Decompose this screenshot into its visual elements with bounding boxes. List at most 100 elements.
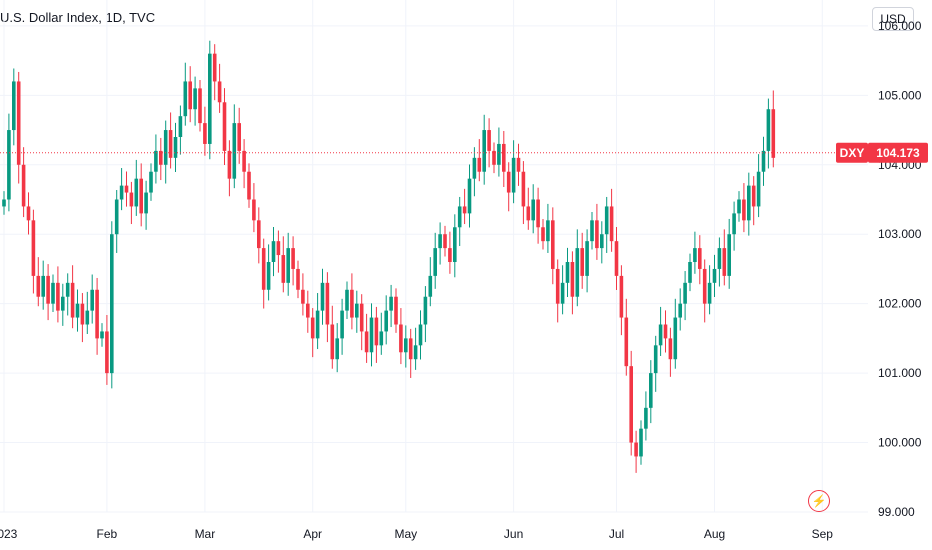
candle-body (717, 248, 722, 269)
candle-body (644, 407, 648, 429)
candle-body (546, 220, 550, 242)
candle-body (747, 185, 751, 221)
candle-body (673, 317, 678, 360)
candle-body (188, 81, 192, 110)
candle-body (124, 185, 129, 193)
candle-body (428, 275, 433, 297)
candle-body (56, 282, 60, 311)
candle-body (364, 331, 369, 353)
y-tick-label: 101.000 (878, 366, 922, 380)
x-tick-label: Mar (195, 527, 216, 541)
x-tick-label: Sep (812, 527, 834, 541)
candles (2, 40, 776, 473)
candle-body (261, 248, 266, 290)
candle-body (448, 248, 452, 262)
flash-icon[interactable]: ⚡ (808, 490, 830, 512)
candle-body (271, 241, 276, 262)
candle-body (624, 317, 629, 367)
candle-body (462, 206, 467, 214)
candle-body (119, 185, 124, 200)
candle-body (315, 310, 320, 339)
x-tick-label: 2023 (0, 527, 18, 541)
candle-body (526, 206, 531, 221)
candle-body (698, 248, 702, 269)
candle-body (658, 324, 663, 346)
candle-body (16, 81, 21, 165)
candle-body (511, 157, 516, 193)
candle-body (707, 282, 712, 304)
candle-body (369, 317, 374, 353)
candle-body (306, 303, 310, 318)
candle-body (727, 234, 731, 276)
candle-body (296, 268, 300, 290)
candle-body (668, 338, 673, 360)
y-tick-label: 100.000 (878, 436, 922, 450)
candle-body (560, 282, 565, 304)
candle-body (340, 310, 344, 339)
candle-body (291, 248, 295, 269)
candle-body (693, 248, 697, 262)
candle-body (521, 171, 526, 207)
candle-body (639, 428, 643, 457)
candle-body (457, 206, 462, 228)
candle-body (379, 331, 384, 346)
candle-body (281, 255, 286, 283)
candle-body (649, 373, 653, 408)
candle-body (2, 199, 6, 207)
currency-button[interactable]: USD (872, 7, 914, 31)
candle-body (134, 178, 139, 207)
candle-body (663, 324, 668, 339)
candle-body (399, 324, 403, 353)
candle-body (12, 81, 16, 131)
candle-body (742, 199, 746, 221)
candle-body (301, 289, 305, 304)
candle-body (737, 199, 741, 214)
candle-body (722, 248, 727, 276)
candle-body (198, 88, 202, 124)
candle-body (751, 185, 756, 207)
candle-body (217, 81, 222, 103)
candle-body (702, 268, 707, 304)
candle-body (477, 157, 482, 172)
candle-body (516, 157, 521, 172)
candle-body (443, 234, 447, 249)
candle-body (183, 81, 188, 117)
candle-body (212, 53, 217, 82)
candle-body (492, 150, 496, 165)
candle-body (453, 227, 457, 262)
y-axis: 106.000105.000104.000103.000102.000101.0… (878, 19, 922, 519)
candle-body (609, 206, 614, 242)
candle-body (46, 275, 50, 304)
symbol-tag-label: DXY (840, 146, 865, 160)
candle-body (222, 102, 227, 151)
candle-body (384, 310, 388, 332)
x-tick-label: Feb (97, 527, 118, 541)
symbol-tag (836, 142, 868, 163)
candle-body (70, 282, 75, 318)
candle-body (252, 199, 256, 221)
candle-body (472, 157, 477, 179)
x-tick-label: Jul (609, 527, 624, 541)
candle-body (756, 171, 761, 207)
candle-body (482, 130, 486, 172)
candle-body (766, 109, 771, 151)
candle-body (418, 324, 423, 346)
candle-body (394, 296, 398, 325)
y-tick-label: 99.000 (878, 505, 915, 519)
candle-body (75, 303, 80, 318)
candle-body (771, 109, 776, 158)
candle-body (163, 130, 168, 165)
candle-body (90, 289, 94, 311)
candle-body (257, 220, 261, 249)
candle-body (565, 262, 570, 283)
candle-body (619, 275, 624, 318)
candle-body (80, 303, 85, 325)
candle-body (320, 282, 325, 311)
candle-body (590, 220, 594, 242)
candle-body (688, 262, 692, 283)
candle-body (555, 268, 560, 304)
y-tick-label: 105.000 (878, 88, 922, 102)
candle-body (761, 150, 766, 172)
candle-body (227, 150, 232, 179)
